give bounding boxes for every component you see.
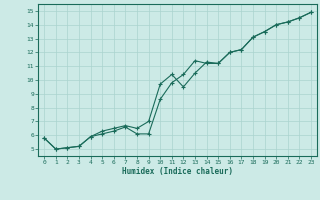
X-axis label: Humidex (Indice chaleur): Humidex (Indice chaleur) [122, 167, 233, 176]
